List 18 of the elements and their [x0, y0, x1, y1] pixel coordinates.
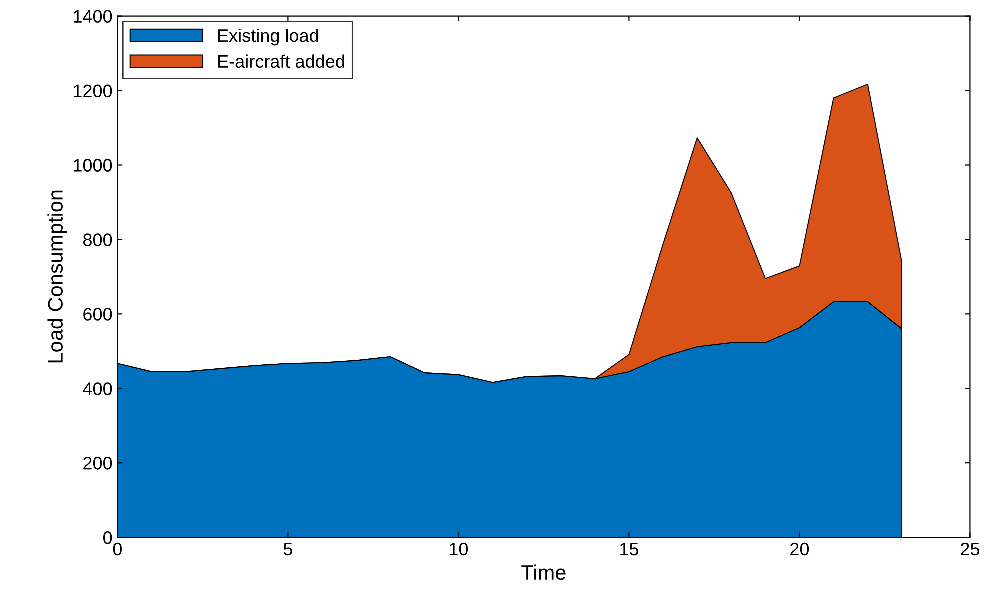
- legend-label: Existing load: [218, 28, 318, 46]
- y-axis-title: Load Consumption: [48, 190, 68, 363]
- x-axis-title: Time: [522, 564, 566, 580]
- x-tick-label: 0: [113, 542, 122, 556]
- y-tick-label: 1000: [74, 159, 112, 172]
- x-tick-label: 15: [620, 543, 638, 556]
- y-tick-label: 1400: [74, 10, 112, 24]
- y-tick-label: 200: [84, 457, 112, 470]
- x-tick-label: 10: [450, 542, 468, 556]
- y-tick-label: 0: [103, 531, 112, 544]
- y-tick-label: 800: [83, 234, 112, 246]
- y-tick-label: 400: [83, 382, 112, 396]
- x-tick-label: 5: [284, 543, 292, 556]
- y-tick-label: 600: [84, 308, 112, 321]
- y-tick-label: 1200: [74, 84, 112, 98]
- x-tick-label: 25: [961, 542, 980, 556]
- x-tick-label: 20: [790, 542, 810, 556]
- legend-label: E-aircraft added: [218, 54, 344, 68]
